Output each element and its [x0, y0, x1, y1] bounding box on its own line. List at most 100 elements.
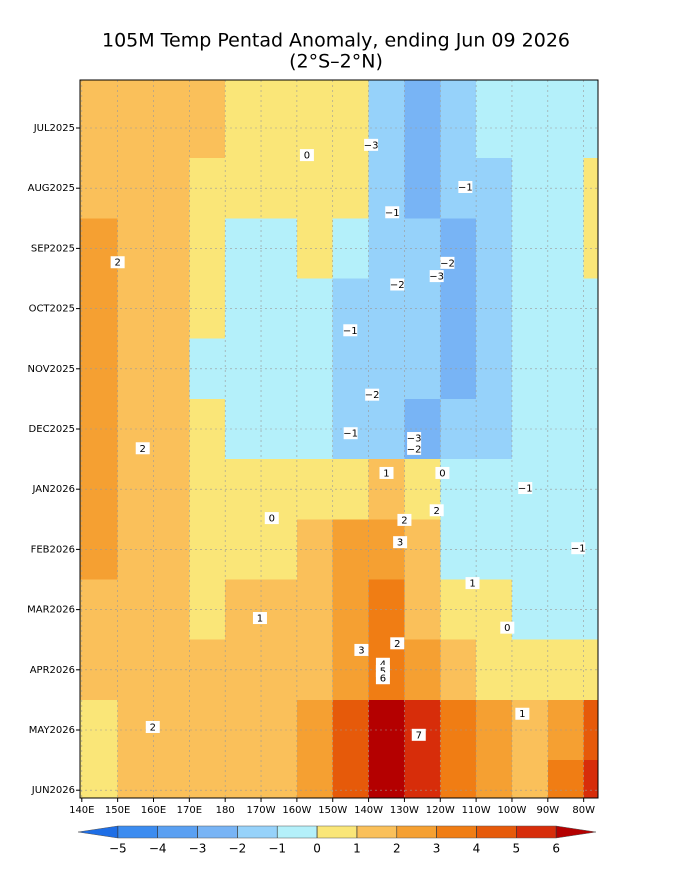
contour-label: −2: [440, 258, 455, 269]
contour-label-box: [429, 270, 444, 283]
cell: [80, 338, 119, 400]
contour-label: 3: [358, 645, 364, 656]
cell: [225, 699, 262, 761]
cell: [296, 218, 334, 280]
cell: [189, 760, 226, 799]
cell: [368, 760, 406, 799]
cell: [440, 699, 477, 761]
contour-label: 7: [416, 730, 422, 741]
contour-label: 4: [380, 659, 386, 670]
colorbar-label: 5: [512, 842, 520, 856]
cell: [332, 760, 370, 799]
contour-label: 0: [304, 151, 310, 162]
cell: [440, 80, 477, 159]
contour-label: −1: [343, 429, 358, 440]
cell: [153, 760, 190, 799]
x-tick-label: 140E: [69, 805, 94, 816]
contour-label: 5: [380, 667, 386, 678]
colorbar-label: 2: [393, 842, 401, 856]
plot-frame: [79, 79, 599, 799]
contour-label: 2: [394, 639, 400, 650]
cell: [583, 80, 599, 159]
contour-label-box: [145, 720, 160, 733]
cell: [153, 579, 190, 641]
x-tick-label: 100W: [497, 805, 526, 816]
contour-label: −2: [390, 280, 405, 291]
contour-label-box: [465, 577, 480, 590]
contour-label: 1: [519, 709, 525, 720]
y-tick-label: MAY2026: [29, 725, 75, 736]
x-tick-label: 150W: [318, 805, 347, 816]
contour-label: 3: [397, 538, 403, 549]
cell: [261, 579, 298, 641]
cell: [511, 338, 549, 400]
cell: [153, 218, 190, 280]
chart-subtitle: (2°S–2°N): [289, 51, 383, 73]
cell: [117, 338, 155, 400]
colorbar-swatch: [197, 825, 238, 839]
x-tick-label: 120W: [426, 805, 455, 816]
contour-label-box: [411, 728, 426, 741]
cell: [261, 760, 298, 799]
cell: [225, 218, 262, 280]
contour-label: 2: [150, 722, 156, 733]
y-tick-label: OCT2025: [29, 304, 75, 315]
contour-label-box: [458, 180, 473, 193]
cell: [296, 338, 334, 400]
cell: [261, 699, 298, 761]
x-tick-label: 170E: [177, 805, 202, 816]
contour-label-box: [500, 621, 515, 634]
contour-label-box: [571, 542, 586, 555]
cell: [189, 579, 226, 641]
y-tick-label: APR2026: [30, 665, 75, 676]
contour-label-box: [390, 637, 405, 650]
contour-label-box: [440, 256, 455, 269]
contour-label: −3: [364, 140, 379, 151]
overlay: 140E 150E 160E 170E 180 170W 160W 150W 140W 130W 1…: [27, 79, 599, 856]
y-tick-label: JAN2026: [31, 484, 75, 495]
cell: [511, 80, 549, 159]
contour-label-box: [364, 138, 379, 151]
contour-label-box: [397, 513, 412, 526]
colorbar-swatch: [476, 825, 517, 839]
contour-label: −3: [407, 434, 422, 445]
cell: [261, 218, 298, 280]
cell: [440, 760, 477, 799]
colorbar-swatch: [117, 825, 158, 839]
x-tick-label: 180: [216, 805, 235, 816]
colorbar-swatch: [237, 825, 278, 839]
contour-label: 1: [257, 614, 263, 625]
colorbar-label: 0: [313, 842, 321, 856]
cell: [547, 218, 585, 280]
contour-label: 2: [433, 506, 439, 517]
y-tick-label: JUN2026: [31, 785, 75, 796]
colorbar-label: −4: [149, 842, 167, 856]
contour-label: −3: [429, 272, 444, 283]
cell: [404, 760, 441, 799]
x-tick-label: 140W: [354, 805, 383, 816]
contour-label: 1: [383, 468, 389, 479]
contour-label-box: [518, 481, 533, 494]
contour-label-box: [429, 504, 444, 517]
cell: [225, 579, 262, 641]
contour-label-box: [343, 427, 358, 440]
contour-label-box: [354, 643, 369, 656]
colorbar-swatch: [436, 825, 477, 839]
contour-label: 0: [504, 623, 510, 634]
cell: [332, 80, 370, 159]
contour-label: −2: [365, 390, 380, 401]
x-tick-label: 160E: [141, 805, 166, 816]
contour-label: 2: [401, 515, 407, 526]
cell: [583, 699, 599, 761]
cell: [153, 338, 190, 400]
cell: [404, 80, 441, 159]
cell: [296, 760, 334, 799]
contour-label-box: [515, 707, 530, 720]
cell: [225, 338, 262, 400]
cell: [296, 80, 334, 159]
cell: [117, 579, 155, 641]
cell: [511, 218, 549, 280]
colorbar-label: 1: [353, 842, 361, 856]
x-tick-label: 130W: [390, 805, 419, 816]
colorbar-label: −3: [189, 842, 207, 856]
